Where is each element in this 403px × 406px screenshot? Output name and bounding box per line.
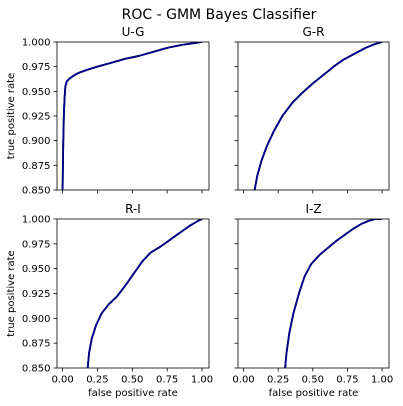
roc-curve — [285, 219, 382, 368]
y-tick-label: 0.900 — [22, 136, 51, 147]
x-tick-label: 1.00 — [191, 375, 213, 386]
roc-curve-outline — [63, 42, 202, 190]
roc-curve-outline — [88, 219, 202, 368]
x-tick-label: 0.50 — [121, 375, 143, 386]
x-tick-label: 0.00 — [232, 375, 254, 386]
y-tick-label: 0.850 — [22, 186, 51, 197]
panel-g-r: G-R — [235, 25, 390, 194]
panel-title: U-G — [122, 25, 145, 39]
y-tick-label: 0.975 — [22, 62, 51, 73]
y-tick-label: 1.000 — [22, 38, 51, 49]
axes-frame — [57, 42, 209, 190]
y-axis-label: true positive rate — [6, 250, 17, 336]
axes-frame — [57, 219, 209, 368]
x-tick-label: 1.00 — [371, 375, 393, 386]
roc-curve — [255, 42, 382, 190]
y-tick-label: 0.925 — [22, 289, 51, 300]
x-axis-label: false positive rate — [88, 388, 178, 399]
y-tick-label: 0.950 — [22, 264, 51, 275]
x-tick-label: 0.25 — [267, 375, 289, 386]
x-tick-label: 0.75 — [156, 375, 178, 386]
roc-curve-outline — [255, 42, 382, 190]
y-tick-label: 0.875 — [22, 161, 51, 172]
roc-curve — [88, 219, 202, 368]
y-tick-label: 0.975 — [22, 239, 51, 250]
x-tick-label: 0.00 — [51, 375, 73, 386]
y-tick-label: 0.875 — [22, 339, 51, 350]
panel-i-z: I-Z 0.00 0.25 0.50 0.75 1.00 false positive ra… — [232, 202, 393, 399]
panel-title: G-R — [303, 25, 325, 39]
y-tick-label: 0.950 — [22, 87, 51, 98]
x-axis-label: false positive rate — [269, 388, 359, 399]
y-tick-label: 0.900 — [22, 314, 51, 325]
x-tick-label: 0.25 — [86, 375, 108, 386]
y-tick-label: 1.000 — [22, 215, 51, 226]
roc-curve — [63, 42, 202, 190]
y-tick-label: 0.925 — [22, 112, 51, 123]
panel-title: I-Z — [305, 202, 321, 216]
panel-u-g: U-G 0.850 0.875 0.900 0.925 0.950 0.975 1.000 tr… — [6, 25, 209, 197]
panel-r-i: R-I 0.850 0.875 0.900 0.925 0.950 0.975 1.000 0.… — [6, 202, 213, 399]
y-tick-label: 0.850 — [22, 364, 51, 375]
x-tick-label: 0.50 — [302, 375, 324, 386]
y-axis-label: true positive rate — [6, 73, 17, 159]
x-tick-label: 0.75 — [336, 375, 358, 386]
axes-frame — [238, 42, 389, 190]
panel-title: R-I — [125, 202, 141, 216]
figure-title: ROC - GMM Bayes Classifier — [122, 7, 317, 23]
axes-frame — [238, 219, 389, 368]
